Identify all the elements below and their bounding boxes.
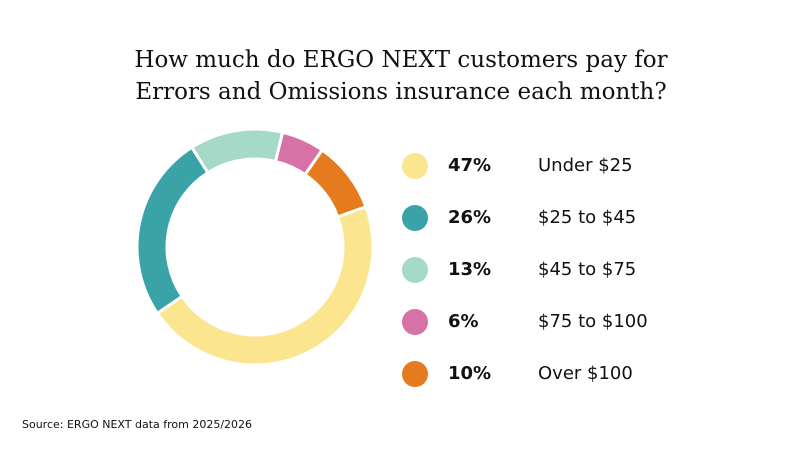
donut-chart (135, 127, 375, 367)
donut-slice-over-100 (303, 148, 368, 219)
legend-percent-75-to-100: 6% (448, 311, 479, 332)
legend-label-25-to-45: $25 to $45 (538, 207, 637, 228)
legend-item-over-100: 10% Over $100 (398, 348, 778, 400)
legend-item-45-to-75: 13% $45 to $75 (398, 244, 778, 296)
legend-swatch-under-25 (402, 153, 428, 179)
legend-item-75-to-100: 6% $75 to $100 (398, 296, 778, 348)
legend-item-under-25: 47% Under $25 (398, 140, 778, 192)
legend-percent-45-to-75: 13% (448, 259, 492, 280)
legend-swatch-45-to-75 (402, 257, 428, 283)
donut-slice-under-25 (155, 205, 375, 367)
legend-percent-over-100: 10% (448, 363, 492, 384)
legend-swatch-25-to-45 (402, 205, 428, 231)
legend: 47% Under $25 26% $25 to $45 13% $45 to … (398, 140, 778, 400)
legend-label-75-to-100: $75 to $100 (538, 311, 648, 332)
legend-label-over-100: Over $100 (538, 363, 633, 384)
legend-swatch-75-to-100 (402, 309, 428, 335)
legend-percent-25-to-45: 26% (448, 207, 492, 228)
chart-title-line-1: How much do ERGO NEXT customers pay for (134, 47, 668, 73)
legend-swatch-over-100 (402, 361, 428, 387)
legend-label-45-to-75: $45 to $75 (538, 259, 637, 280)
donut-slice-25-to-45 (135, 145, 210, 315)
legend-label-under-25: Under $25 (538, 155, 633, 176)
chart-title-line-2: Errors and Omissions insurance each mont… (135, 79, 667, 105)
donut-slice-45-to-75 (190, 127, 285, 175)
legend-percent-under-25: 47% (448, 155, 492, 176)
source-note: Source: ERGO NEXT data from 2025/2026 (22, 418, 253, 431)
legend-item-25-to-45: 26% $25 to $45 (398, 192, 778, 244)
chart-title: How much do ERGO NEXT customers pay for … (0, 44, 802, 108)
